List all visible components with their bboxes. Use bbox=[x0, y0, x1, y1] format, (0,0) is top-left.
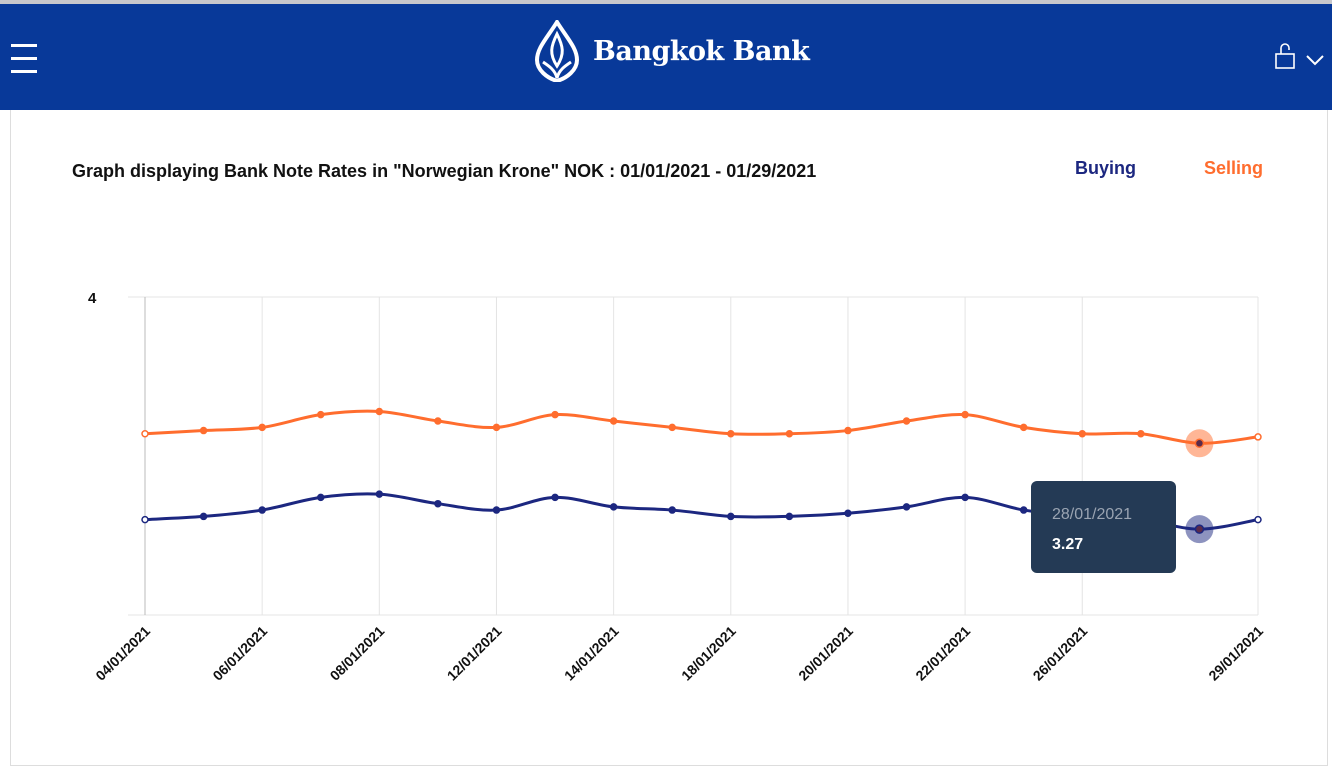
selling-point bbox=[492, 423, 501, 432]
x-tick-label: 12/01/2021 bbox=[444, 623, 505, 684]
x-tick-label: 08/01/2021 bbox=[327, 623, 388, 684]
x-tick-label: 26/01/2021 bbox=[1030, 623, 1091, 684]
buying-point bbox=[609, 503, 618, 511]
x-tick-label: 14/01/2021 bbox=[561, 623, 622, 684]
header-bar: Bangkok Bank bbox=[0, 4, 1332, 110]
selling-point bbox=[316, 410, 325, 419]
buying-point bbox=[1254, 515, 1262, 524]
lock-icon[interactable] bbox=[1274, 42, 1296, 70]
bangkok-bank-logo[interactable]: Bangkok Bank bbox=[533, 20, 810, 82]
buying-point bbox=[1019, 506, 1028, 514]
selling-point bbox=[1254, 433, 1262, 441]
selling-point bbox=[727, 429, 735, 438]
selling-point bbox=[258, 423, 266, 432]
selling-point bbox=[1078, 429, 1087, 438]
x-tick-label: 04/01/2021 bbox=[92, 623, 153, 684]
selling-point bbox=[668, 423, 676, 432]
buying-point bbox=[375, 490, 384, 498]
selling-point bbox=[844, 426, 852, 435]
tooltip-date: 28/01/2021 bbox=[1052, 506, 1133, 523]
selling-point bbox=[961, 410, 969, 419]
selling-line bbox=[144, 409, 1259, 445]
buying-point bbox=[961, 493, 969, 502]
legend-buying[interactable]: Buying bbox=[1075, 158, 1136, 178]
buying-point bbox=[141, 515, 149, 524]
buying-point bbox=[434, 499, 442, 508]
buying-point bbox=[1194, 524, 1205, 534]
buying-point bbox=[727, 512, 735, 521]
selling-point bbox=[375, 407, 384, 416]
hamburger-icon[interactable] bbox=[11, 44, 37, 74]
selling-point bbox=[434, 417, 442, 425]
selling-point bbox=[1194, 438, 1205, 449]
x-tick-label: 29/01/2021 bbox=[1205, 623, 1266, 684]
buying-point bbox=[199, 512, 208, 521]
buying-point bbox=[551, 493, 559, 502]
lotus-icon bbox=[534, 20, 580, 82]
x-tick-label: 18/01/2021 bbox=[678, 623, 739, 684]
buying-point bbox=[785, 512, 794, 521]
chart-panel bbox=[10, 110, 1328, 766]
buying-point bbox=[492, 506, 501, 514]
selling-point bbox=[199, 426, 208, 435]
selling-point bbox=[902, 417, 911, 425]
selling-point bbox=[609, 417, 618, 425]
selling-point bbox=[1137, 429, 1145, 438]
y-tick-label: 4 bbox=[88, 290, 97, 307]
x-tick-label: 20/01/2021 bbox=[795, 623, 856, 684]
selling-point bbox=[141, 429, 149, 438]
selling-point bbox=[785, 429, 794, 438]
x-tick-label: 22/01/2021 bbox=[912, 623, 973, 684]
buying-point bbox=[668, 506, 676, 514]
chevron-down-icon[interactable] bbox=[1305, 54, 1325, 66]
buying-point bbox=[258, 506, 266, 514]
chart-tooltip: 28/01/2021 3.27 bbox=[1031, 481, 1176, 573]
buying-point bbox=[902, 503, 911, 511]
buying-point bbox=[844, 509, 852, 517]
x-tick-label: 06/01/2021 bbox=[209, 623, 270, 684]
selling-point bbox=[551, 410, 559, 419]
selling-point bbox=[1019, 423, 1028, 432]
tooltip-value: 3.27 bbox=[1052, 536, 1084, 553]
brand-name: Bangkok Bank bbox=[593, 35, 810, 67]
legend-selling[interactable]: Selling bbox=[1204, 158, 1264, 178]
buying-point bbox=[316, 493, 325, 502]
chart-title: Graph displaying Bank Note Rates in "Nor… bbox=[72, 161, 817, 181]
browser-strip bbox=[0, 0, 1332, 4]
